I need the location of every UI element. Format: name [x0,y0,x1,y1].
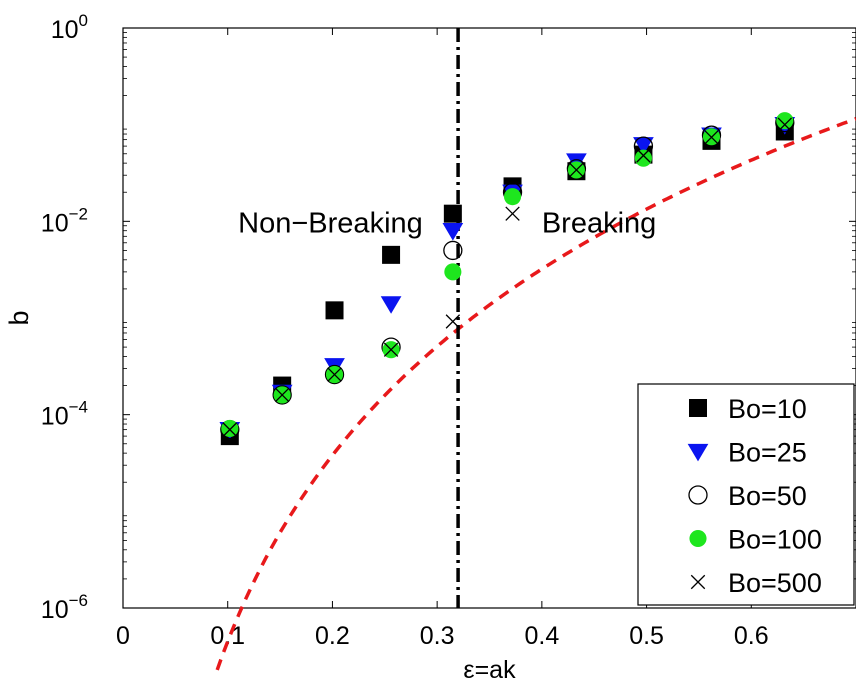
legend-marker [688,485,708,505]
y-tick-label: 10−2 [41,204,88,237]
data-point [704,130,719,145]
region-label: Non−Breaking [238,207,423,239]
data-point [636,148,651,163]
data-point [633,137,654,155]
x-tick-label: 0 [116,622,130,650]
data-point [327,367,342,382]
data-point [442,223,464,241]
data-point [443,240,463,261]
legend-label: Bo=25 [728,438,807,468]
x-tick-label: 0.4 [524,622,559,650]
data-point [445,314,461,329]
data-point [776,112,794,130]
data-point [569,162,584,178]
data-point [443,204,462,223]
legend-label: Bo=500 [728,568,822,598]
legend-marker [687,443,709,462]
data-point [383,342,399,357]
data-point [221,419,239,438]
x-tick-label: 0.2 [315,622,350,650]
legend-label: Bo=10 [728,394,807,424]
legend-marker [689,399,707,417]
legend-label: Bo=100 [728,525,822,555]
region-label: Breaking [542,207,656,239]
data-point [274,387,290,403]
data-point [222,422,238,437]
y-axis-label: b [4,310,34,325]
legend: Bo=10 Bo=25 Bo=50 Bo=100 Bo=500 [637,383,855,606]
data-point [272,385,292,405]
legend-box [637,383,855,606]
fit-curve [215,117,856,671]
y-tick-label: 10−6 [41,591,88,624]
data-point [325,301,344,320]
data-point [444,263,462,281]
data-point [503,188,522,206]
fit-curve-group [215,117,856,671]
legend-marker [690,574,706,590]
x-tick-label: 0.5 [629,622,664,650]
x-tick-label: 0.6 [734,622,769,650]
data-point [382,245,401,264]
data-point [505,206,520,221]
data-point [777,117,793,132]
y-tick-label: 100 [51,11,88,44]
data-point [634,149,652,167]
region-labels: Non−Breaking Breaking [238,207,656,239]
x-axis-label: ε=ak [463,656,516,684]
data-point [380,296,402,314]
markers-group [219,112,796,446]
y-tick-label: 10−4 [41,398,88,431]
x-tick-label: 0.3 [420,622,455,650]
data-point [324,364,345,385]
legend-marker [689,529,707,548]
legend-label: Bo=50 [728,481,807,511]
